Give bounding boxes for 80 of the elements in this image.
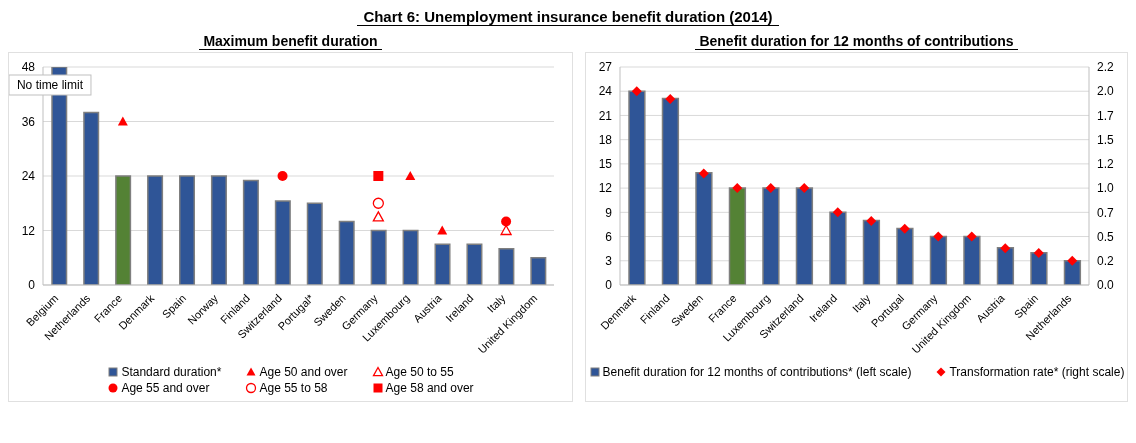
bar (1030, 251, 1048, 285)
point (665, 93, 676, 104)
legend-label: Benefit duration for 12 months of contributions* (left scale) (602, 365, 912, 379)
bar (795, 187, 814, 285)
text: 0.0 (1097, 278, 1114, 293)
y2-tick-label: 0.5 (1097, 229, 1115, 244)
bar (963, 235, 981, 285)
bar (147, 175, 164, 285)
legend-label: Standard duration* (121, 365, 222, 379)
y-tick-label: 27 (598, 60, 613, 75)
bar (829, 211, 847, 285)
bar (115, 175, 132, 285)
legend-label: Age 50 to 55 (385, 365, 454, 379)
bar (695, 172, 713, 285)
y-tick-label: 24 (598, 84, 613, 99)
bar (402, 229, 419, 285)
bar (466, 243, 483, 285)
bar (661, 97, 680, 285)
bar (728, 187, 747, 285)
bar (338, 220, 355, 285)
bar (530, 257, 547, 285)
point (899, 223, 910, 234)
y2-tick-label: 0.7 (1097, 205, 1115, 220)
bar (242, 179, 259, 285)
y2-tick-label: 1.0 (1097, 181, 1115, 196)
bar (498, 247, 515, 285)
bar (274, 200, 291, 285)
y-tick-label: 3 (605, 254, 613, 269)
point (631, 86, 642, 97)
point (866, 216, 877, 227)
y-tick-label: 21 (598, 108, 613, 123)
bar (210, 175, 227, 285)
bar (628, 90, 646, 285)
bar (434, 243, 451, 285)
y-tick-label: 0 (28, 278, 36, 293)
point (698, 168, 709, 179)
point (832, 207, 843, 218)
chart-title: Chart 6: Unemployment insurance benefit duration (2014) (357, 8, 779, 26)
legend-label: Age 50 and over (259, 365, 348, 379)
y-tick-label: 24 (21, 169, 36, 184)
x-tick-label: Italy (849, 291, 874, 315)
y2-tick-label: 2.0 (1097, 84, 1115, 99)
point (933, 231, 944, 242)
y-tick-label: 15 (598, 157, 613, 172)
y-tick-label: 6 (605, 229, 613, 244)
y-tick-label: 9 (605, 205, 613, 220)
y-tick-label: 0 (605, 278, 613, 293)
legend-label: Age 58 and over (385, 381, 474, 395)
bar (83, 111, 100, 285)
y2-tick-label: 0.2 (1097, 254, 1115, 269)
annotation: No time limit (16, 78, 84, 92)
bar (996, 247, 1015, 285)
bar (862, 219, 881, 285)
chart-title: Benefit duration for 12 months of contributions (695, 33, 1018, 50)
bar (306, 202, 323, 285)
y2-tick-label: 1.5 (1097, 132, 1115, 147)
y-tick-label: 12 (598, 181, 613, 196)
legend-label: Age 55 to 58 (259, 381, 328, 395)
point (966, 231, 977, 242)
y2-tick-label: 2.2 (1097, 60, 1115, 75)
bar (896, 227, 914, 285)
bar (179, 175, 196, 285)
y2-tick-label: 1.7 (1097, 108, 1115, 123)
chart-subtitle: Maximum benefit duration (199, 33, 382, 50)
bar (762, 187, 780, 285)
point (1067, 255, 1078, 266)
legend-label: Age 55 and over (121, 381, 210, 395)
point (1000, 243, 1011, 254)
y-tick-label: 18 (598, 132, 613, 147)
bar (929, 235, 948, 285)
bar (370, 229, 387, 285)
y-tick-label: 36 (21, 114, 36, 129)
y-tick-label: 48 (21, 60, 36, 75)
legend-label: Transformation rate* (right scale) (949, 365, 1125, 379)
point (799, 183, 810, 194)
point (765, 183, 776, 194)
point (1033, 248, 1044, 259)
y-tick-label: 12 (21, 223, 36, 238)
point (732, 183, 743, 194)
y2-tick-label: 1.2 (1097, 157, 1115, 172)
